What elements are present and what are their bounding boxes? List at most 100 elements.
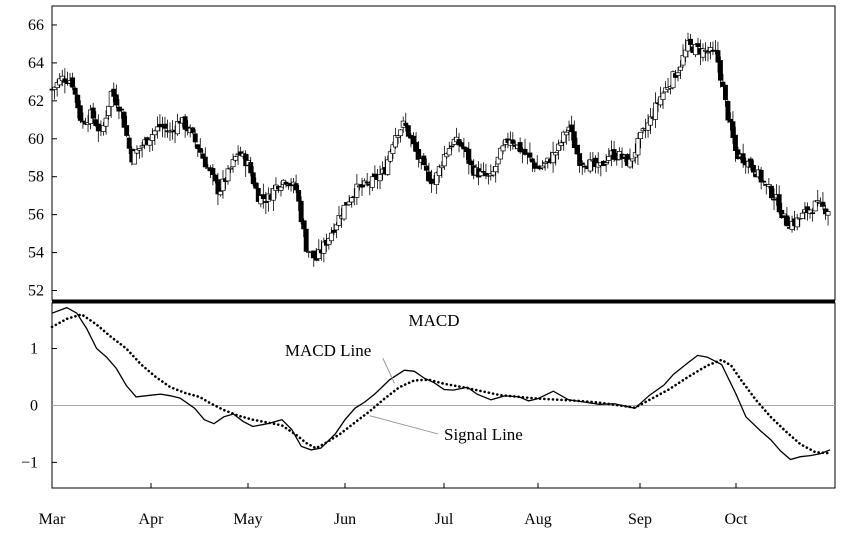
candle-body [233,156,239,161]
macd-annotations: MACD Line Signal Line [285,341,523,444]
annotation-leader [369,415,439,435]
candle-body [794,217,800,228]
candle-body [377,174,383,182]
candle-body [720,81,726,87]
candle-body [715,50,721,63]
candle-body [301,220,307,230]
macd-y-tick-label: 1 [30,341,38,358]
candle-body [101,125,106,132]
candle-body [732,134,738,151]
candle-body [195,144,201,150]
candle-body [197,148,203,153]
candle-body [77,105,83,121]
candle-body [439,165,445,169]
candle-body [638,131,644,140]
candle-body [108,90,114,107]
candle-body [253,182,259,189]
candle-body [771,198,777,201]
candle-body [270,188,276,201]
candle-body [423,165,429,171]
candle-body [190,127,196,133]
candle-body [90,107,96,119]
candle-body [52,86,58,90]
candle-body [493,166,499,173]
candle-body [57,78,63,86]
candle-body [124,125,130,136]
candle-body [62,78,68,83]
candle-body [162,123,168,129]
price-y-tick-label: 58 [28,169,44,186]
candle-body [334,224,339,231]
x-tick-label: May [233,511,262,528]
candle-body [139,145,145,148]
price-y-tick-label: 54 [28,245,44,262]
candle-body [70,77,76,88]
price-y-tick-label: 62 [28,93,44,110]
candle-body [558,142,564,146]
macd-line [51,306,831,461]
candle-body [354,183,360,198]
candle-body [459,142,464,147]
candle-body [825,211,831,216]
candle-body [215,179,221,195]
candle-body [421,155,427,166]
candle-body [426,171,432,182]
candle-body [768,185,774,199]
candle-body [569,124,575,133]
candle-body [364,181,370,184]
candle-body [571,131,577,149]
annotation-leader [382,358,395,384]
candle-body [316,249,322,259]
candle-body [582,165,588,168]
candle-body [243,153,249,167]
candle-body [449,145,455,148]
candle-body [202,156,208,168]
candle-body [255,187,261,202]
candle-body [175,121,181,135]
candle-body [103,117,109,127]
candle-body [781,213,787,217]
candle-body [321,241,327,254]
candle-body [611,149,617,160]
candle-body [260,194,266,199]
candle-body [121,111,127,128]
candle-body [393,135,398,148]
candle-body [579,162,585,165]
candle-body [387,151,393,162]
x-axis-month-ticks: Mar Apr May Jun Jul Aug Sep Oct [39,483,748,528]
candle-body [766,184,772,187]
candle-body [283,181,289,185]
candle-body [80,120,86,123]
candle-body [648,116,654,126]
candle-body [807,209,813,214]
candle-body [250,172,256,185]
candle-body [529,158,535,163]
x-tick-label: Aug [524,511,552,528]
candle-body [436,166,442,177]
candle-body [220,178,226,192]
candle-body [550,152,556,164]
candle-body [670,71,676,89]
candle-body [296,189,302,202]
candle-body [481,170,486,173]
price-y-axis-ticks: 52 54 56 58 60 62 64 66 [28,17,57,300]
candle-body [111,88,117,97]
candle-body [137,148,142,151]
candle-body [675,72,681,76]
candle-body [695,43,701,48]
candle-body [587,159,593,172]
candle-body [561,131,567,143]
candle-body [106,105,112,116]
candle-body [500,145,506,152]
candle-body [761,180,767,183]
x-tick-label: Apr [139,511,165,528]
candle-body [577,153,583,166]
candle-body [563,131,569,136]
candle-body [228,167,233,170]
candle-body [225,168,231,182]
price-y-tick-label: 52 [28,283,44,300]
candle-body [446,148,452,156]
candle-body [210,167,216,175]
macd-panel-title: MACD [408,311,459,330]
